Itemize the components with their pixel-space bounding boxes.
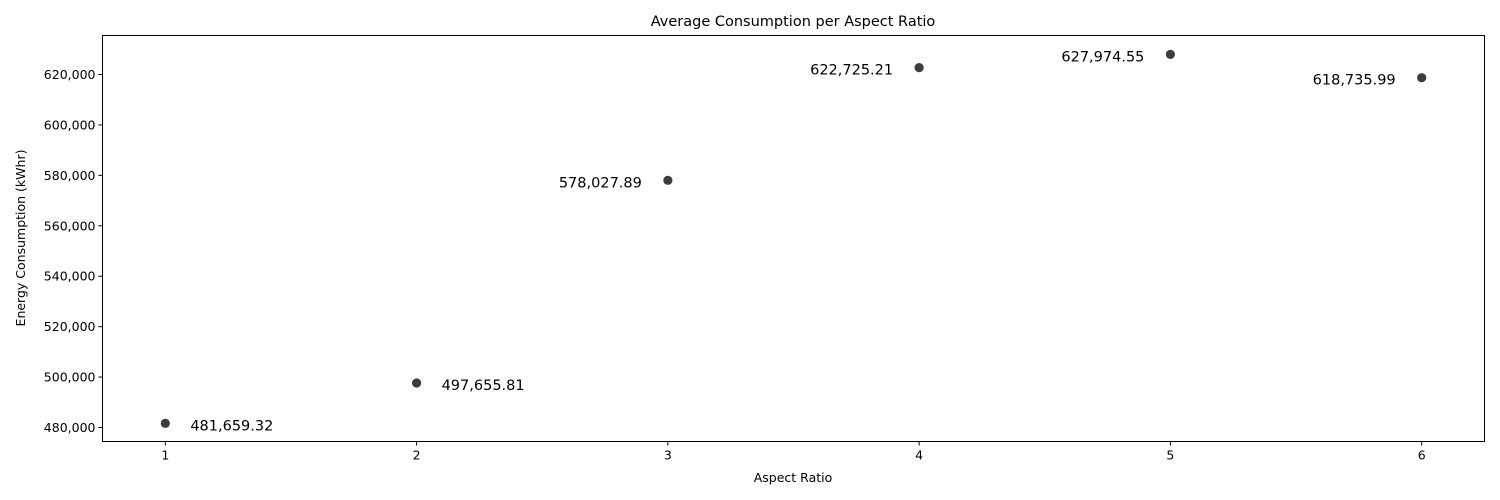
chart-title: Average Consumption per Aspect Ratio [651, 14, 936, 30]
y-tick-label: 620,000 [44, 67, 96, 82]
y-tick-label: 520,000 [44, 319, 96, 334]
x-tick-label: 1 [161, 448, 169, 463]
data-label: 627,974.55 [1061, 49, 1144, 65]
data-point [663, 175, 673, 185]
y-tick-label: 580,000 [44, 168, 96, 183]
data-label: 622,725.21 [810, 63, 893, 79]
y-tick-label: 600,000 [44, 117, 96, 132]
data-points [160, 49, 1427, 428]
data-point [1417, 73, 1427, 83]
x-axis-label: Aspect Ratio [754, 470, 833, 485]
y-axis-label: Energy Consumption (kWhr) [13, 150, 28, 327]
data-point [160, 418, 170, 428]
x-tick-label: 4 [915, 448, 923, 463]
x-tick-label: 2 [413, 448, 421, 463]
data-labels: 481,659.32 497,655.81 578,027.89 622,725.21… [190, 49, 1395, 434]
plot-frame [102, 35, 1485, 442]
data-label: 578,027.89 [559, 175, 642, 191]
data-point [1165, 49, 1176, 59]
x-tick-label: 6 [1418, 448, 1426, 463]
data-label: 497,655.81 [442, 378, 525, 394]
x-tick-label: 3 [664, 448, 672, 463]
x-axis: 1 2 3 4 5 6 [161, 441, 1426, 463]
data-label: 618,735.99 [1313, 73, 1396, 89]
data-point [411, 378, 422, 388]
data-point [914, 63, 924, 73]
y-tick-label: 540,000 [44, 269, 96, 284]
data-label: 481,659.32 [190, 418, 273, 434]
y-tick-label: 560,000 [44, 218, 96, 233]
y-axis: 480,000 500,000 520,000 540,000 560,000 580,0… [44, 67, 103, 435]
x-tick-label: 5 [1166, 448, 1174, 463]
y-tick-label: 500,000 [44, 370, 96, 385]
y-tick-label: 480,000 [44, 420, 96, 435]
